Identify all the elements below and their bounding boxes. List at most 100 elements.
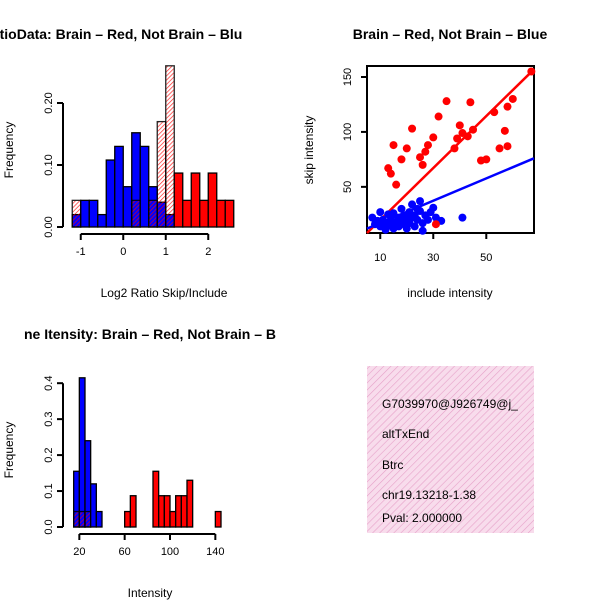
x-tick-label: 0	[120, 246, 126, 258]
bar-brain-overlap	[73, 510, 80, 528]
ratio-histogram-ylabel: Frequency	[2, 122, 16, 179]
bar-not-brain	[80, 199, 90, 228]
y-tick-label: 0.20	[43, 92, 55, 113]
intensity-histogram: ne Itensity: Brain – Red, Not Brain – B …	[2, 326, 276, 600]
point-not-brain	[408, 200, 417, 209]
x-tick-label: 60	[119, 546, 131, 558]
x-tick-label: 10	[374, 252, 386, 264]
intensity-histogram-xlabel: Intensity	[128, 586, 173, 600]
scatter-title: Brain – Red, Not Brain – Blue	[353, 26, 548, 42]
bar-brain	[169, 510, 177, 528]
y-tick-label: 50	[342, 181, 354, 193]
bar-brain	[182, 199, 192, 228]
x-tick-label: 140	[206, 546, 224, 558]
info-line-event: altTxEnd	[382, 427, 429, 441]
bar-not-brain	[95, 510, 103, 528]
point-brain	[408, 124, 417, 133]
bar-brain	[152, 470, 160, 528]
point-brain	[453, 134, 462, 143]
point-brain	[418, 160, 427, 169]
point-not-brain	[416, 207, 425, 216]
point-brain	[527, 67, 536, 76]
info-box: G7039970@J926749@j_ altTxEnd Btrc chr19.…	[367, 366, 534, 533]
point-brain	[508, 94, 517, 103]
x-tick-label: 1	[163, 246, 169, 258]
y-tick-label: 0.00	[43, 216, 55, 237]
y-tick-label: 0.3	[43, 411, 55, 426]
intensity-histogram-title: ne Itensity: Brain – Red, Not Brain – B	[24, 326, 276, 342]
info-line-location: chr19.13218-1.38	[382, 488, 476, 502]
x-tick-label: 50	[480, 252, 492, 264]
bar-brain	[190, 172, 201, 228]
point-not-brain	[376, 208, 385, 217]
bar-brain-overlap	[156, 120, 167, 228]
y-tick-label: 0.4	[43, 376, 55, 391]
bar-brain	[224, 199, 235, 228]
point-brain	[429, 133, 438, 142]
point-not-brain	[423, 215, 432, 224]
point-not-brain	[429, 203, 438, 212]
bar-brain-overlap	[131, 199, 141, 228]
ratio-histogram-title: RatioData: Brain – Red, Not Brain – Blu	[0, 26, 242, 42]
bar-brain-overlap	[165, 65, 175, 228]
bar-brain	[175, 495, 182, 528]
point-not-brain	[410, 222, 419, 231]
x-tick-label: 2	[205, 246, 211, 258]
ratio-histogram: RatioData: Brain – Red, Not Brain – Blu …	[0, 26, 242, 300]
fit-line-brain	[366, 68, 535, 234]
point-brain	[397, 155, 406, 164]
point-not-brain	[418, 226, 427, 235]
info-box-hatch	[367, 366, 534, 533]
scatter-frame	[366, 65, 535, 234]
scatter-ylabel: skip intensity	[302, 116, 316, 185]
x-tick-label: 100	[161, 546, 179, 558]
bar-brain	[180, 495, 188, 528]
info-line-gene: Btrc	[382, 458, 403, 472]
intensity-scatter: Brain – Red, Not Brain – Blue include in…	[302, 26, 547, 300]
point-brain	[503, 102, 512, 111]
point-not-brain	[416, 197, 425, 206]
y-tick-label: 0.10	[43, 154, 55, 175]
bar-brain	[214, 510, 222, 528]
point-brain	[392, 180, 401, 189]
y-tick-label: 150	[342, 68, 354, 86]
point-brain	[490, 108, 499, 117]
bar-not-brain	[139, 145, 150, 228]
scatter-xlabel: include intensity	[407, 286, 492, 300]
x-tick-label: 20	[73, 546, 85, 558]
bar-brain-overlap	[84, 510, 92, 528]
bar-brain-overlap	[78, 510, 86, 528]
point-brain	[450, 144, 459, 153]
point-brain	[431, 220, 440, 229]
x-tick-label: 30	[427, 252, 439, 264]
bar-brain-overlap	[148, 199, 158, 228]
y-tick-label: 0.2	[43, 447, 55, 462]
y-tick-label: 0.1	[43, 483, 55, 498]
y-tick-label: 100	[342, 123, 354, 141]
bar-brain	[163, 495, 171, 528]
bar-brain	[173, 172, 184, 228]
point-brain	[421, 147, 430, 156]
point-brain	[416, 153, 425, 162]
point-not-brain	[381, 225, 390, 234]
bar-brain	[186, 479, 194, 528]
point-brain	[434, 112, 443, 121]
point-not-brain	[389, 209, 398, 218]
point-brain	[402, 144, 411, 153]
bar-not-brain	[90, 483, 97, 528]
bar-not-brain	[105, 159, 116, 228]
point-brain	[423, 141, 432, 150]
point-brain	[476, 156, 485, 165]
bar-not-brain	[122, 186, 133, 228]
point-brain	[386, 169, 395, 178]
info-pval: Pval: 2.000000	[382, 511, 462, 525]
bar-brain-overlap	[71, 199, 82, 228]
info-line-id: G7039970@J926749@j_	[382, 397, 518, 411]
point-brain	[500, 126, 509, 135]
point-brain	[503, 142, 512, 151]
y-tick-label: 0.0	[43, 519, 55, 534]
x-tick-label: -1	[76, 246, 86, 258]
bar-not-brain	[97, 213, 107, 228]
point-not-brain	[397, 204, 406, 213]
